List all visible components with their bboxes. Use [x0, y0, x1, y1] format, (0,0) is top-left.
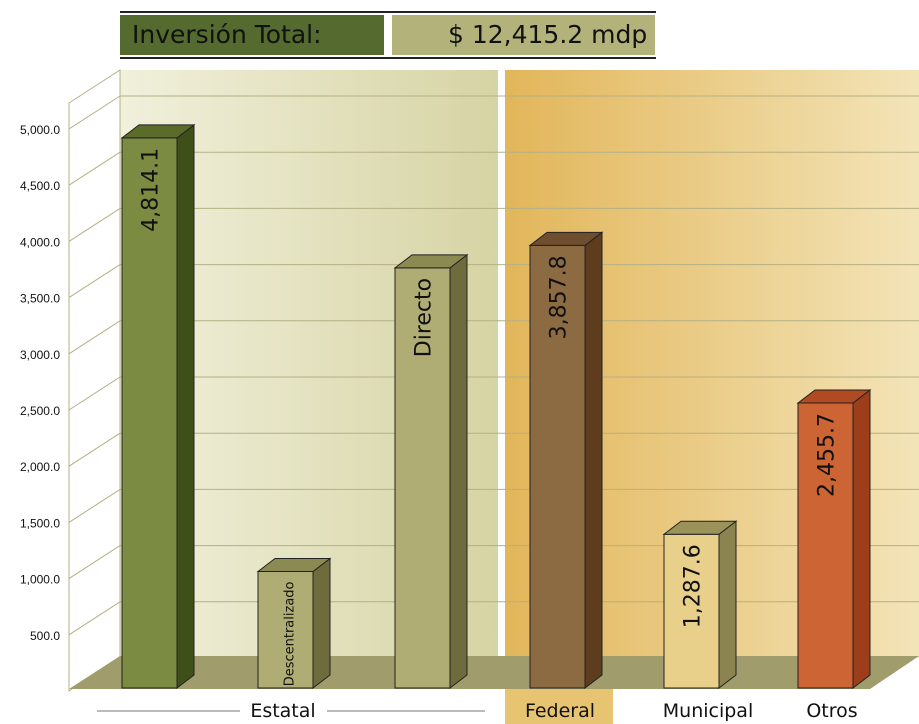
gridline-side	[68, 545, 121, 580]
gridline-side	[68, 320, 121, 355]
bar-descentralizado	[257, 571, 314, 689]
group-label-otros: Otros	[806, 700, 857, 722]
bar-value-label: 3,857.8	[547, 255, 572, 339]
y-tick-label: 2,500.0	[20, 404, 60, 418]
y-tick-label: 4,500.0	[20, 179, 60, 193]
bar-value-label: 2,455.7	[815, 413, 840, 497]
group-separator	[498, 70, 505, 718]
bar-value-label: Descentralizado	[283, 581, 298, 686]
y-tick-label: 3,500.0	[20, 292, 60, 306]
bar-top	[796, 389, 872, 404]
y-tick-label: 3,000.0	[20, 348, 60, 362]
bar-side	[718, 520, 737, 690]
bar-top	[256, 558, 332, 573]
chart-floor	[69, 656, 919, 689]
y-tick-label: 500.0	[30, 629, 60, 643]
gridline-side	[68, 151, 121, 186]
y-tick-label: 1,500.0	[20, 516, 60, 530]
gridline-side	[68, 432, 121, 467]
bar-top	[393, 254, 469, 269]
bar-side	[852, 388, 871, 690]
investment-total-value: $ 12,415.2 mdp	[392, 15, 655, 55]
header-bottom-rule	[120, 57, 656, 59]
gridline-side	[68, 207, 121, 242]
bar-value-label: Directo	[412, 278, 437, 357]
y-tick-label: 4,000.0	[20, 235, 60, 249]
investment-total-label: Inversión Total:	[120, 15, 384, 55]
gridline-side	[68, 376, 121, 411]
bar-municipal	[663, 533, 720, 689]
bar-side	[584, 231, 603, 690]
y-tick-label: 5,000.0	[20, 123, 60, 137]
gridline-side	[68, 95, 121, 130]
bar-value-label: 1,287.6	[681, 544, 706, 628]
group-label-estatal: Estatal	[250, 700, 315, 722]
y-tick-label: 2,000.0	[20, 460, 60, 474]
bar-total-estatal	[121, 137, 178, 689]
bar-top	[528, 231, 604, 246]
group-label-municipal: Municipal	[663, 700, 753, 722]
bar-top	[662, 520, 738, 535]
bar-directo	[394, 267, 451, 689]
bar-side	[449, 253, 468, 690]
side-wall	[68, 69, 121, 692]
bar-side	[176, 123, 195, 690]
bar-federal	[529, 244, 586, 689]
y-tick-label: 1,000.0	[20, 573, 60, 587]
bar-side	[312, 557, 331, 690]
bar-value-label: 4,814.1	[139, 148, 164, 232]
bar-otros	[797, 402, 854, 689]
gridline-side	[68, 264, 121, 299]
group-label-federal: Federal	[525, 700, 595, 722]
gridline-side	[68, 488, 121, 523]
header-top-rule	[120, 11, 656, 13]
gridline-side	[68, 601, 121, 636]
federal-label-band	[505, 688, 613, 724]
bar-top	[120, 124, 196, 139]
